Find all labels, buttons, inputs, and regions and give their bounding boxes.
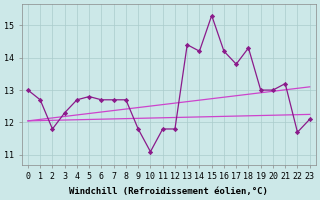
X-axis label: Windchill (Refroidissement éolien,°C): Windchill (Refroidissement éolien,°C)	[69, 187, 268, 196]
